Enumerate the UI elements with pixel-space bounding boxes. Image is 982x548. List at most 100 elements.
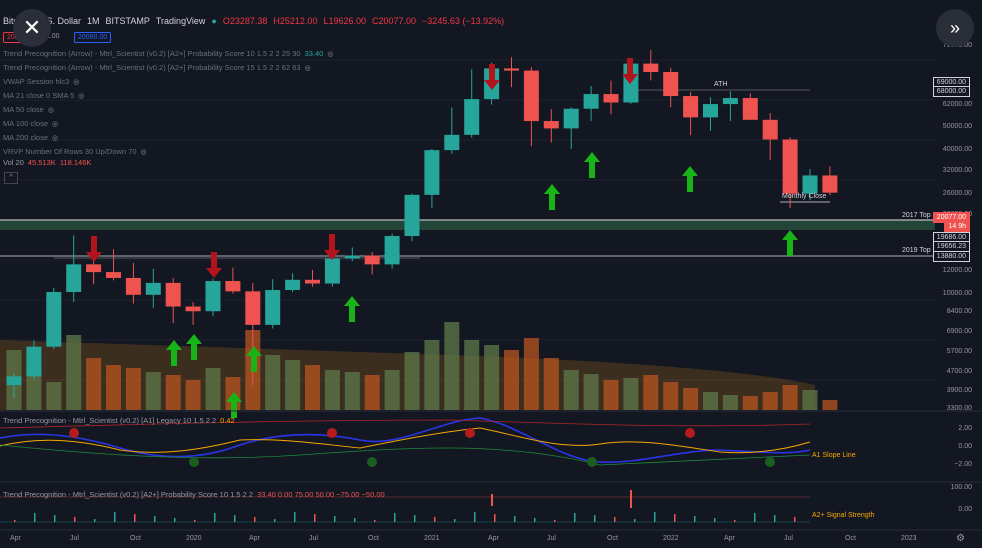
osc2-bar: [734, 520, 736, 522]
candle-body: [344, 255, 360, 259]
eye-icon[interactable]: ◎: [73, 78, 80, 86]
osc1-buy-dot: [367, 457, 377, 467]
volume-bar: [583, 374, 599, 410]
time-axis-label: 2023: [901, 535, 917, 542]
time-axis-label: 2021: [424, 535, 440, 542]
eye-icon[interactable]: ◎: [304, 64, 311, 72]
sell-arrow: [206, 252, 222, 278]
volume-bar: [46, 382, 62, 410]
candle-body: [66, 264, 82, 293]
osc2-bar: [754, 513, 756, 522]
time-axis-label: Apr: [488, 535, 499, 542]
time-axis-label: Apr: [724, 535, 735, 542]
candle-body: [145, 282, 161, 295]
osc2-bar: [194, 520, 196, 522]
volume-bar: [106, 365, 121, 410]
osc1-sell-dot: [465, 428, 475, 438]
legend-row[interactable]: VRVP Number Of Rows 30 Up/Down 70 ◎: [3, 147, 147, 156]
volume-bar: [523, 338, 539, 410]
volume-bar: [822, 400, 838, 410]
eye-icon[interactable]: ◎: [52, 120, 59, 128]
eye-icon[interactable]: ◎: [47, 106, 54, 114]
legend-row[interactable]: MA 200 close ◎: [3, 133, 58, 142]
price-axis-label: 5700.00: [946, 348, 972, 355]
legend-row[interactable]: Trend Precognition (Arrow) - Mtrl_Scient…: [3, 49, 333, 58]
candle-countdown: 14 9h: [944, 221, 970, 232]
candle-body: [583, 94, 599, 109]
eye-icon[interactable]: ◎: [52, 134, 59, 142]
legend-row[interactable]: VWAP Session hlc3 ◎: [3, 77, 79, 86]
next-button[interactable]: »: [936, 9, 974, 47]
osc2-bar: [14, 520, 16, 522]
osc1-buy-dot: [189, 457, 199, 467]
volume-bar: [125, 368, 141, 410]
osc2-values: 33.40 0.00 75.00 50.00 −75.00 −50.00: [257, 490, 385, 499]
volume-bar: [265, 355, 281, 410]
candle-body: [225, 281, 241, 292]
osc1-buy-dot: [587, 457, 597, 467]
legend-row[interactable]: MA 21 close 0 SMA 5 ◎: [3, 91, 84, 100]
buy-price-pill[interactable]: 20080.00: [74, 32, 112, 43]
osc2-bar: [314, 514, 316, 522]
volume-bar: [66, 335, 82, 410]
volume-bar: [344, 372, 360, 410]
legend-row[interactable]: MA 50 close ◎: [3, 105, 54, 114]
candle-body: [543, 121, 559, 129]
osc2-bar: [594, 515, 596, 522]
eye-icon[interactable]: ◎: [140, 148, 147, 156]
sell-arrow: [622, 58, 638, 84]
osc2-bar: [394, 513, 396, 522]
time-axis-label: 2020: [186, 535, 202, 542]
volume-bar: [683, 388, 699, 410]
price-axis-label: 3300.00: [946, 405, 972, 412]
eye-icon[interactable]: ◎: [327, 50, 334, 58]
eye-icon[interactable]: ◎: [78, 92, 85, 100]
time-axis-label: Jul: [547, 535, 556, 542]
support-zone: [0, 220, 935, 230]
volume-bar: [703, 392, 718, 410]
volume-value-2: 118.146K: [59, 158, 92, 167]
candle-body: [185, 306, 201, 312]
price-axis-label: 12000.00: [942, 267, 972, 274]
osc1-axis-mid: 0.00: [958, 443, 972, 450]
sell-arrow: [86, 236, 102, 262]
settings-gear-icon[interactable]: ⚙: [956, 533, 965, 544]
chart-header: Bitcoin / U.S. Dollar 1M BITSTAMP Tradin…: [3, 16, 504, 26]
candle-body: [265, 290, 281, 325]
buy-arrow: [166, 340, 182, 366]
legend-label: Trend Precognition (Arrow) - Mtrl_Scient…: [3, 49, 301, 58]
volume-bar: [782, 385, 798, 410]
osc2-bar: [154, 516, 156, 522]
candle-body: [245, 291, 261, 325]
buy-arrow: [544, 184, 560, 210]
close-button[interactable]: ✕: [13, 9, 51, 47]
osc2-bar: [534, 518, 536, 522]
osc1-buy-dot: [765, 457, 775, 467]
price-axis-label: 8400.00: [946, 308, 972, 315]
volume-bar: [26, 370, 42, 410]
platform: TradingView: [155, 16, 206, 26]
legend-row[interactable]: MA 100 close ◎: [3, 119, 58, 128]
interval[interactable]: 1M: [87, 16, 100, 26]
legend-row[interactable]: Trend Precognition (Arrow) - Mtrl_Scient…: [3, 63, 311, 72]
collapse-legend-button[interactable]: ^: [4, 172, 18, 184]
volume-bar: [643, 375, 659, 410]
osc1-upper-line: [0, 419, 811, 429]
osc2-spike: [630, 490, 632, 508]
osc2-bar: [474, 512, 476, 522]
osc1-sell-dot: [327, 428, 337, 438]
volume-bar: [663, 382, 679, 410]
volume-bar: [504, 350, 519, 410]
osc2-bar: [94, 519, 96, 522]
candle-body: [504, 68, 519, 71]
osc1-signal-line: [0, 427, 811, 454]
osc2-bar: [554, 520, 556, 522]
osc2-bar: [574, 513, 576, 522]
legend-label: MA 21 close 0 SMA 5: [3, 91, 75, 100]
candle-body: [444, 134, 460, 151]
volume-bar: [424, 340, 440, 410]
candle-body: [523, 70, 539, 122]
candle-body: [364, 255, 380, 265]
legend-label: MA 200 close: [3, 133, 49, 142]
